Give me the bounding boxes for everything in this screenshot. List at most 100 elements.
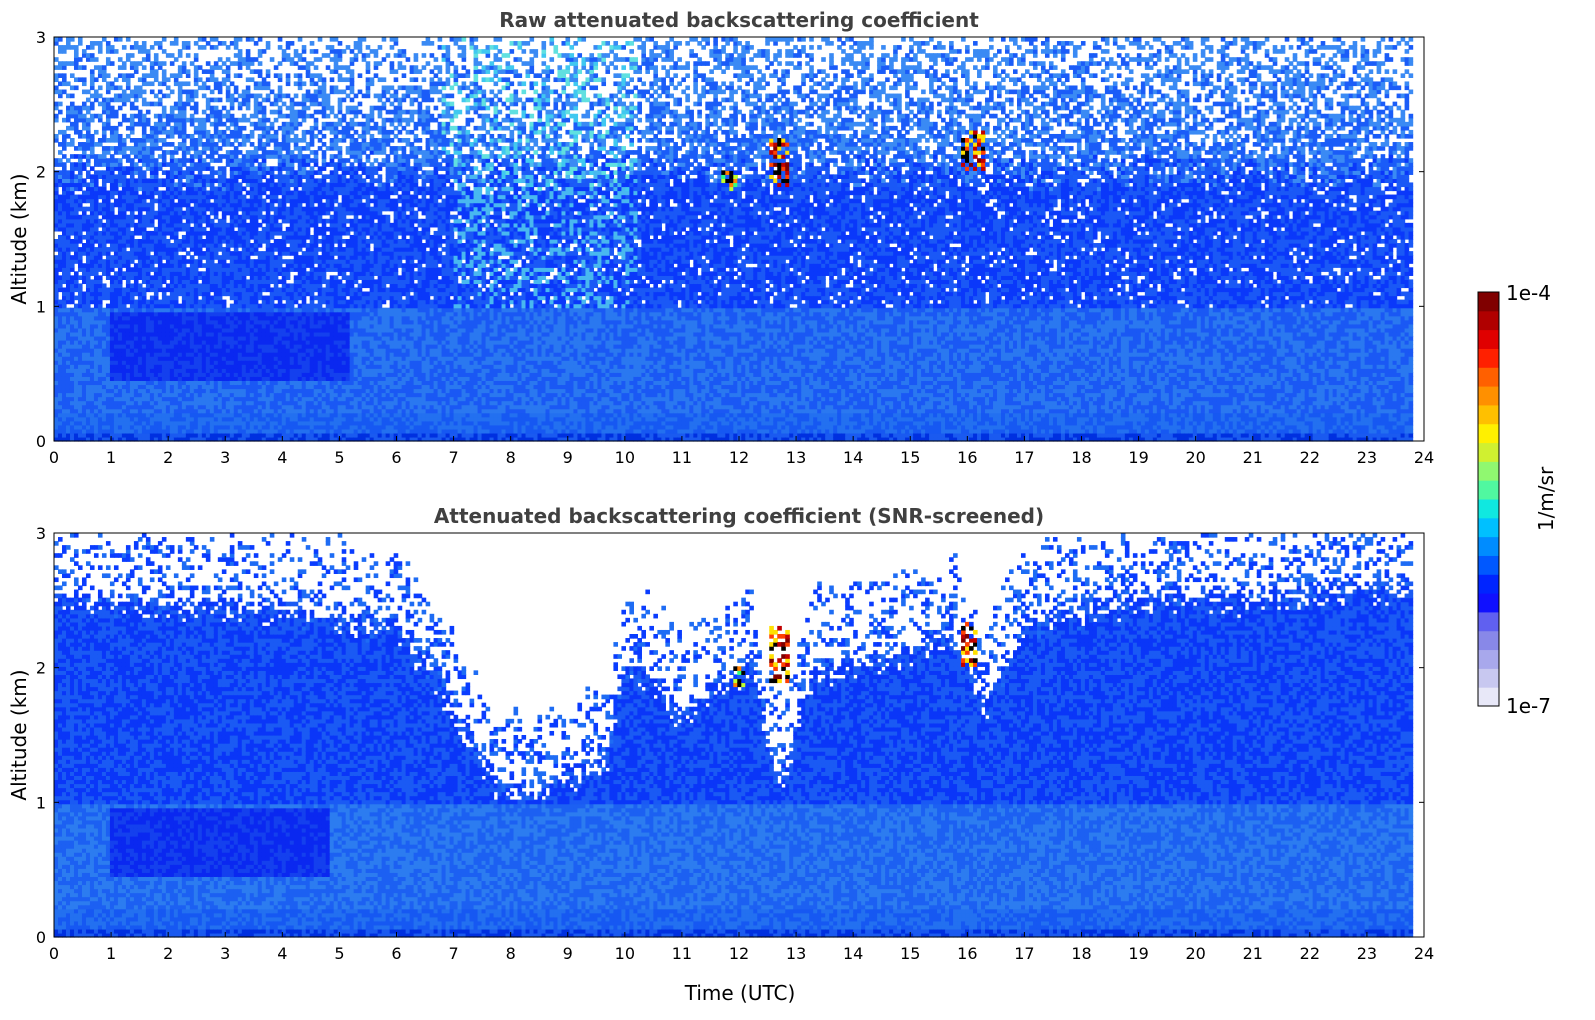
- heatmap-cell: [94, 304, 99, 309]
- heatmap-cell: [138, 296, 143, 301]
- heatmap-cell: [94, 195, 99, 200]
- heatmap-cell: [134, 409, 139, 414]
- heatmap-cell: [134, 154, 139, 159]
- heatmap-cell: [70, 421, 75, 426]
- heatmap-cell: [126, 154, 131, 159]
- heatmap-cell: [150, 263, 155, 268]
- heatmap-cell: [154, 199, 159, 204]
- heatmap-cell: [62, 227, 67, 232]
- heatmap-cell: [78, 308, 83, 313]
- heatmap-cell: [106, 174, 111, 179]
- heatmap-cell: [106, 259, 111, 264]
- heatmap-cell: [86, 118, 91, 123]
- heatmap-cell: [86, 283, 91, 288]
- heatmap-cell: [54, 279, 59, 284]
- heatmap-cell: [134, 308, 139, 313]
- heatmap-cell: [150, 191, 155, 196]
- heatmap-cell: [66, 320, 71, 325]
- heatmap-cell: [102, 186, 107, 191]
- heatmap-cell: [78, 352, 83, 357]
- heatmap-cell: [90, 69, 95, 74]
- heatmap-cell: [54, 41, 59, 46]
- heatmap-cell: [122, 336, 127, 341]
- heatmap-cell: [70, 328, 75, 333]
- heatmap-cell: [150, 231, 155, 236]
- heatmap-cell: [98, 368, 103, 373]
- heatmap-cell: [138, 122, 143, 127]
- heatmap-cell: [86, 417, 91, 422]
- heatmap-cell: [158, 316, 163, 321]
- heatmap-cell: [150, 142, 155, 147]
- heatmap-cell: [142, 231, 147, 236]
- heatmap-cell: [126, 417, 131, 422]
- heatmap-cell: [58, 433, 63, 438]
- heatmap-cell: [90, 203, 95, 208]
- heatmap-cell: [142, 138, 147, 143]
- heatmap-cell: [74, 174, 79, 179]
- heatmap-cell: [94, 211, 99, 216]
- heatmap-cell: [58, 162, 63, 167]
- heatmap-cell: [110, 287, 115, 292]
- heatmap-cell: [138, 195, 143, 200]
- heatmap-cell: [114, 344, 119, 349]
- heatmap-cell: [114, 251, 119, 256]
- heatmap-cell: [90, 287, 95, 292]
- heatmap-cell: [126, 433, 131, 438]
- heatmap-cell: [154, 409, 159, 414]
- heatmap-cell: [106, 150, 111, 155]
- heatmap-cell: [146, 324, 151, 329]
- heatmap-cell: [78, 380, 83, 385]
- heatmap-cell: [74, 186, 79, 191]
- heatmap-cell: [78, 219, 83, 224]
- heatmap-cell: [102, 146, 107, 151]
- heatmap-cell: [66, 223, 71, 228]
- heatmap-cell: [82, 106, 87, 111]
- heatmap-cell: [86, 57, 91, 62]
- heatmap-cell: [106, 247, 111, 252]
- heatmap-cell: [94, 219, 99, 224]
- heatmap-cell: [82, 320, 87, 325]
- heatmap-cell: [142, 259, 147, 264]
- heatmap-cell: [150, 211, 155, 216]
- heatmap-cell: [118, 300, 123, 305]
- heatmap-cell: [90, 94, 95, 99]
- heatmap-cell: [90, 360, 95, 365]
- heatmap-cell: [94, 231, 99, 236]
- heatmap-cell: [62, 223, 67, 228]
- heatmap-cell: [98, 376, 103, 381]
- heatmap-cell: [98, 397, 103, 402]
- heatmap-cell: [150, 368, 155, 373]
- heatmap-cell: [66, 271, 71, 276]
- heatmap-cell: [126, 57, 131, 62]
- heatmap-cell: [62, 401, 67, 406]
- heatmap-cell: [66, 211, 71, 216]
- heatmap-cell: [126, 413, 131, 418]
- heatmap-cell: [90, 235, 95, 240]
- heatmap-cell: [66, 368, 71, 373]
- heatmap-cell: [126, 283, 131, 288]
- heatmap-cell: [138, 77, 143, 82]
- heatmap-cell: [138, 243, 143, 248]
- heatmap-cell: [126, 231, 131, 236]
- heatmap-cell: [102, 425, 107, 430]
- heatmap-cell: [54, 348, 59, 353]
- heatmap-cell: [114, 227, 119, 232]
- heatmap-cell: [66, 336, 71, 341]
- heatmap-cell: [138, 352, 143, 357]
- heatmap-cell: [150, 356, 155, 361]
- heatmap-cell: [86, 239, 91, 244]
- heatmap-cell: [126, 77, 131, 82]
- heatmap-cell: [150, 364, 155, 369]
- heatmap-cell: [150, 154, 155, 159]
- heatmap-cell: [134, 304, 139, 309]
- heatmap-cell: [154, 401, 159, 406]
- heatmap-cell: [114, 380, 119, 385]
- heatmap-cell: [66, 393, 71, 398]
- heatmap-cell: [58, 235, 63, 240]
- heatmap-cell: [74, 227, 79, 232]
- heatmap-cell: [106, 178, 111, 183]
- heatmap-cell: [66, 409, 71, 414]
- heatmap-cell: [134, 344, 139, 349]
- heatmap-cell: [74, 271, 79, 276]
- heatmap-cell: [146, 304, 151, 309]
